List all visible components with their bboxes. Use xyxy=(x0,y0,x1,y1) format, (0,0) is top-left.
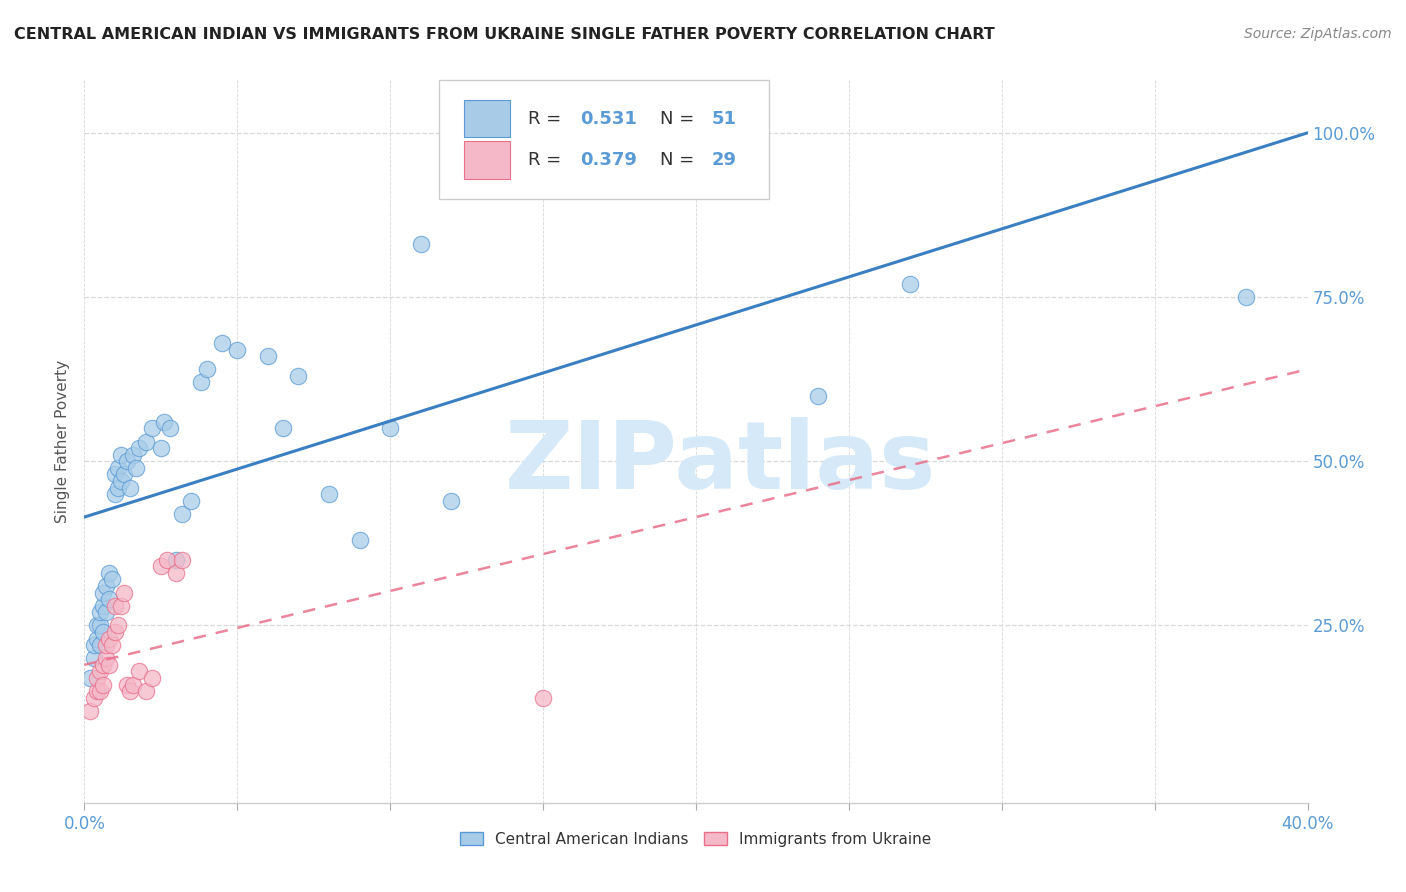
Text: N =: N = xyxy=(661,110,700,128)
Point xyxy=(380,421,402,435)
Text: 0.379: 0.379 xyxy=(579,151,637,169)
Text: 29: 29 xyxy=(711,151,737,169)
Point xyxy=(79,671,101,685)
Text: 0.531: 0.531 xyxy=(579,110,637,128)
Point xyxy=(120,684,142,698)
Point xyxy=(94,579,117,593)
Point xyxy=(898,277,921,291)
Point xyxy=(287,368,309,383)
Point xyxy=(94,605,117,619)
Text: N =: N = xyxy=(661,151,700,169)
Point xyxy=(104,487,127,501)
Point xyxy=(86,684,108,698)
Point xyxy=(349,533,371,547)
FancyBboxPatch shape xyxy=(439,80,769,200)
Point xyxy=(115,454,138,468)
Point xyxy=(97,592,120,607)
Point xyxy=(112,467,135,482)
Point xyxy=(91,585,114,599)
Point xyxy=(172,553,194,567)
Text: 51: 51 xyxy=(711,110,737,128)
Point xyxy=(257,349,280,363)
Point xyxy=(165,553,187,567)
Point xyxy=(159,421,181,435)
Point xyxy=(128,665,150,679)
Y-axis label: Single Father Poverty: Single Father Poverty xyxy=(55,360,70,523)
Legend: Central American Indians, Immigrants from Ukraine: Central American Indians, Immigrants fro… xyxy=(454,826,938,853)
Point xyxy=(79,704,101,718)
Point xyxy=(122,677,145,691)
Point xyxy=(86,618,108,632)
Point xyxy=(107,460,129,475)
Point xyxy=(149,559,172,574)
Point xyxy=(195,362,218,376)
Point xyxy=(190,376,212,390)
Point xyxy=(125,460,148,475)
Point xyxy=(94,651,117,665)
Point xyxy=(180,493,202,508)
Point xyxy=(128,441,150,455)
Point xyxy=(110,474,132,488)
Point xyxy=(153,415,176,429)
Point xyxy=(91,677,114,691)
Point xyxy=(141,421,163,435)
Point xyxy=(107,618,129,632)
Point xyxy=(91,625,114,640)
Point xyxy=(101,638,124,652)
Point xyxy=(104,599,127,613)
Point xyxy=(135,434,157,449)
Point xyxy=(165,566,187,580)
Point xyxy=(110,599,132,613)
Point xyxy=(211,336,233,351)
Point xyxy=(94,638,117,652)
Point xyxy=(531,690,554,705)
Point xyxy=(89,665,111,679)
Point xyxy=(97,566,120,580)
Point xyxy=(807,388,830,402)
Point xyxy=(101,573,124,587)
Text: R =: R = xyxy=(529,151,568,169)
Point xyxy=(318,487,340,501)
Point xyxy=(89,684,111,698)
Point xyxy=(89,618,111,632)
Point xyxy=(104,625,127,640)
Point xyxy=(86,671,108,685)
Point xyxy=(120,481,142,495)
FancyBboxPatch shape xyxy=(464,100,510,137)
Point xyxy=(104,467,127,482)
Point xyxy=(122,448,145,462)
Point xyxy=(83,690,105,705)
Text: Source: ZipAtlas.com: Source: ZipAtlas.com xyxy=(1244,27,1392,41)
Point xyxy=(91,599,114,613)
Text: R =: R = xyxy=(529,110,568,128)
Point xyxy=(172,507,194,521)
Point xyxy=(409,237,432,252)
Point xyxy=(97,632,120,646)
Point xyxy=(91,657,114,672)
Point xyxy=(83,638,105,652)
Point xyxy=(107,481,129,495)
Point xyxy=(112,585,135,599)
Point xyxy=(156,553,179,567)
Text: CENTRAL AMERICAN INDIAN VS IMMIGRANTS FROM UKRAINE SINGLE FATHER POVERTY CORRELA: CENTRAL AMERICAN INDIAN VS IMMIGRANTS FR… xyxy=(14,27,995,42)
Point xyxy=(110,448,132,462)
Point xyxy=(89,638,111,652)
Point xyxy=(97,657,120,672)
Point xyxy=(1236,290,1258,304)
Text: ZIPatlas: ZIPatlas xyxy=(505,417,936,509)
FancyBboxPatch shape xyxy=(464,141,510,178)
Point xyxy=(149,441,172,455)
Point xyxy=(226,343,249,357)
Point xyxy=(83,651,105,665)
Point xyxy=(89,605,111,619)
Point xyxy=(115,677,138,691)
Point xyxy=(141,671,163,685)
Point xyxy=(135,684,157,698)
Point xyxy=(440,493,463,508)
Point xyxy=(86,632,108,646)
Point xyxy=(271,421,294,435)
